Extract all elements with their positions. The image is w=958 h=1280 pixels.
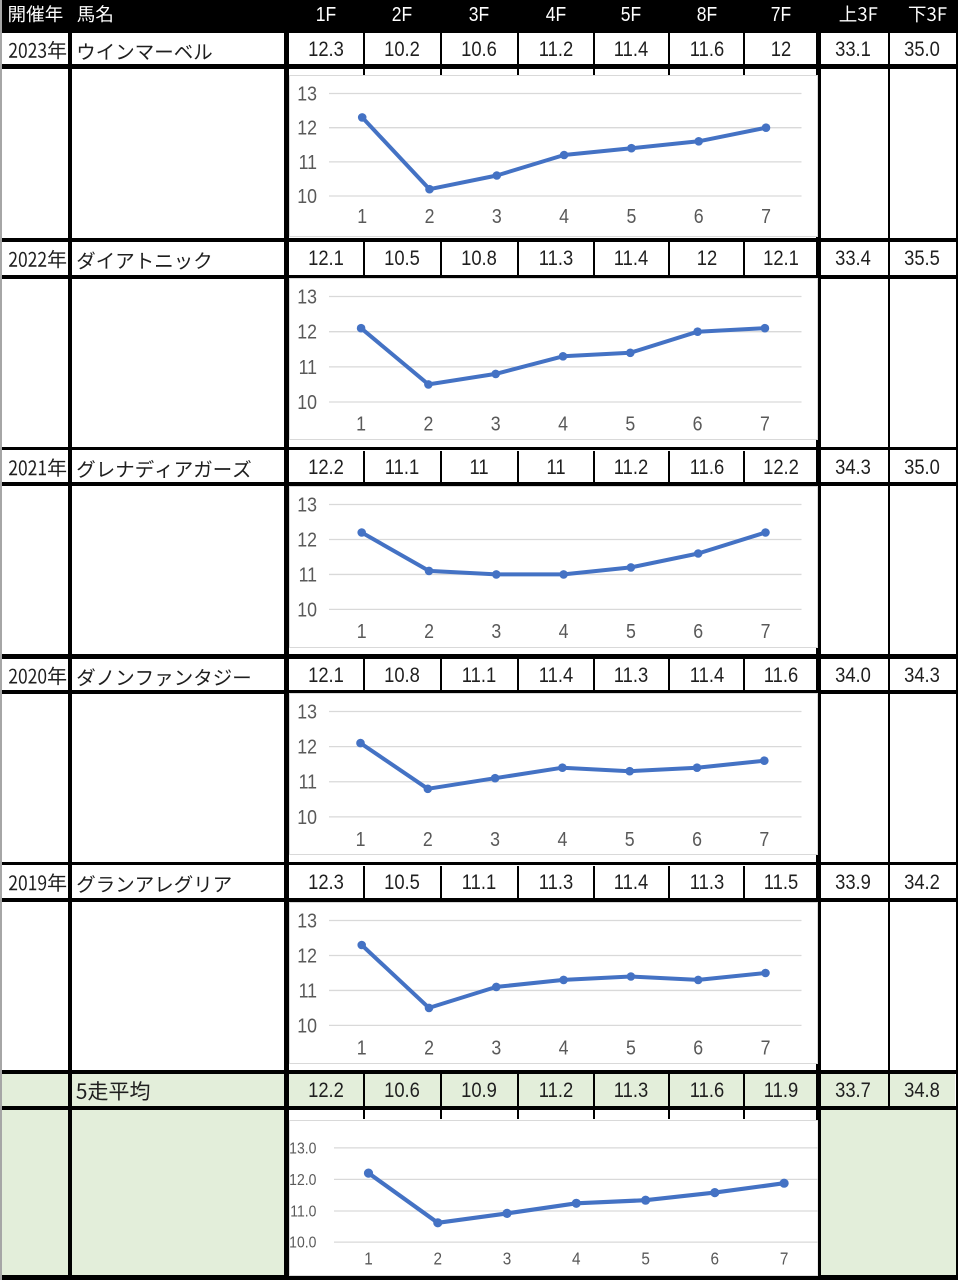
svg-text:12: 12 [297, 117, 317, 139]
svg-text:13.0: 13.0 [289, 1139, 316, 1157]
svg-text:12: 12 [297, 321, 317, 343]
svg-text:1: 1 [364, 1249, 373, 1268]
svg-text:5: 5 [625, 413, 635, 435]
svg-text:4: 4 [557, 829, 567, 851]
svg-text:10: 10 [297, 1015, 317, 1037]
svg-text:6: 6 [694, 206, 704, 228]
svg-text:5: 5 [626, 1037, 636, 1059]
svg-text:3: 3 [490, 829, 500, 851]
svg-text:11: 11 [299, 565, 317, 587]
svg-text:10: 10 [297, 186, 317, 208]
svg-text:13: 13 [297, 702, 317, 724]
svg-text:5: 5 [626, 206, 636, 228]
svg-text:4: 4 [558, 413, 568, 435]
svg-text:1: 1 [357, 1037, 367, 1059]
svg-text:12.0: 12.0 [289, 1171, 316, 1189]
svg-text:6: 6 [693, 1037, 703, 1059]
svg-text:4: 4 [572, 1249, 581, 1268]
svg-text:10: 10 [297, 392, 317, 414]
svg-text:3: 3 [492, 206, 502, 228]
svg-text:3: 3 [491, 413, 501, 435]
svg-text:1: 1 [357, 206, 367, 228]
svg-text:5: 5 [641, 1249, 650, 1268]
svg-text:2: 2 [423, 413, 433, 435]
svg-text:2: 2 [424, 1037, 434, 1059]
svg-text:11: 11 [299, 980, 317, 1002]
svg-text:3: 3 [502, 1249, 511, 1268]
svg-text:7: 7 [760, 413, 770, 435]
svg-text:11: 11 [299, 152, 317, 174]
svg-text:12: 12 [297, 945, 317, 967]
svg-text:4: 4 [559, 206, 569, 228]
svg-text:6: 6 [693, 621, 703, 643]
svg-text:7: 7 [779, 1249, 788, 1268]
svg-text:10.0: 10.0 [289, 1233, 316, 1251]
svg-text:5: 5 [626, 621, 636, 643]
svg-text:7: 7 [761, 1037, 771, 1059]
svg-text:2: 2 [424, 621, 434, 643]
svg-text:12: 12 [297, 737, 317, 759]
svg-text:7: 7 [759, 829, 769, 851]
svg-text:7: 7 [761, 621, 771, 643]
svg-text:3: 3 [491, 1037, 501, 1059]
svg-text:11: 11 [299, 356, 317, 378]
svg-text:1: 1 [356, 413, 366, 435]
svg-text:4: 4 [559, 1037, 569, 1059]
svg-text:2: 2 [425, 206, 435, 228]
svg-text:6: 6 [710, 1249, 719, 1268]
svg-text:13: 13 [297, 83, 317, 105]
svg-text:6: 6 [692, 829, 702, 851]
svg-text:4: 4 [559, 621, 569, 643]
svg-text:7: 7 [761, 206, 771, 228]
svg-text:3: 3 [491, 621, 501, 643]
svg-text:13: 13 [297, 910, 317, 932]
svg-text:2: 2 [433, 1249, 442, 1268]
svg-text:6: 6 [693, 413, 703, 435]
svg-text:12: 12 [297, 530, 317, 552]
svg-text:13: 13 [297, 495, 317, 517]
svg-text:13: 13 [297, 286, 317, 308]
svg-text:11: 11 [299, 772, 317, 794]
svg-text:11.0: 11.0 [290, 1202, 316, 1220]
svg-text:10: 10 [297, 600, 317, 622]
svg-text:1: 1 [357, 621, 367, 643]
svg-text:1: 1 [356, 829, 366, 851]
svg-text:2: 2 [423, 829, 433, 851]
svg-text:5: 5 [625, 829, 635, 851]
svg-text:10: 10 [297, 807, 317, 829]
